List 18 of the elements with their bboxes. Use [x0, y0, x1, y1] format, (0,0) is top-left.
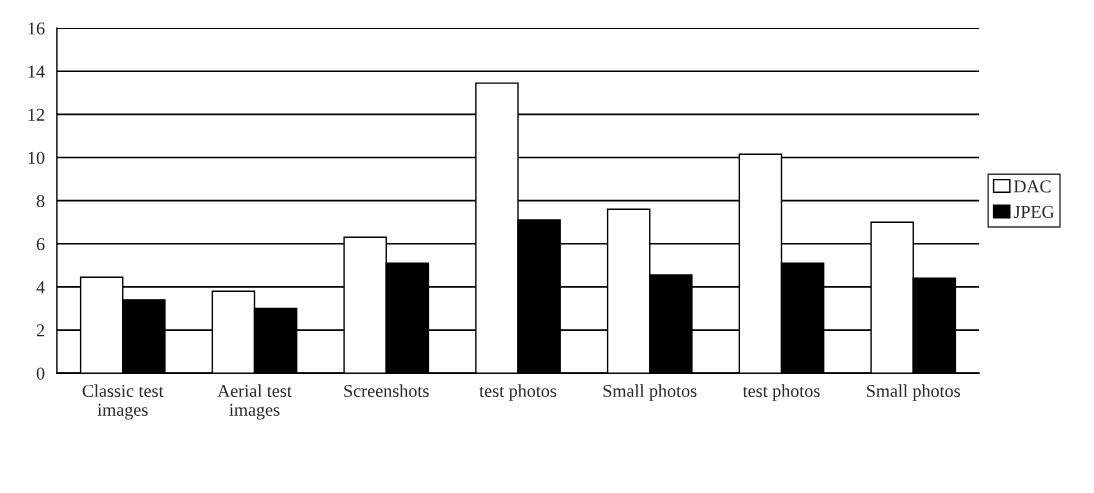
x-tick-label: test photos	[479, 384, 557, 401]
y-tick-label: 0	[36, 367, 45, 380]
y-tick-label: 6	[36, 238, 45, 251]
y-tick-label: 14	[28, 65, 45, 78]
x-tick-label: test photos	[742, 384, 820, 401]
legend-label: JPEG	[1013, 205, 1055, 218]
y-tick-label: 8	[36, 194, 45, 208]
y-tick-label: 2	[36, 324, 45, 337]
x-tick-label: Small photos	[603, 384, 697, 401]
y-tick-label: 12	[28, 108, 45, 121]
x-tick-label: Aerial test images	[217, 384, 292, 420]
x-tick-label: Small photos	[867, 384, 960, 401]
x-tick-label: Classic test images	[82, 384, 164, 420]
y-tick-label: 16	[28, 22, 45, 35]
x-tick-label: Screenshots	[344, 384, 429, 398]
y-tick-label: 4	[36, 281, 45, 294]
legend-label: DAC	[1013, 180, 1051, 193]
y-tick-label: 10	[28, 151, 45, 164]
